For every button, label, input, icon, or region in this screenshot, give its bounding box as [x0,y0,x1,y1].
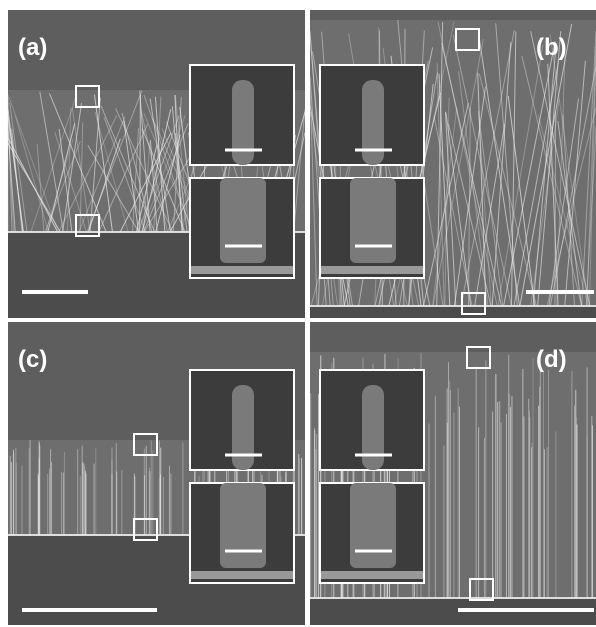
pillar [362,80,384,165]
figure: (a) (b) (c) (d) [0,0,596,627]
inset-base [321,571,423,579]
nanowires [8,10,596,625]
nanowire [555,111,556,306]
pillar [232,385,254,470]
page: (a) (b) (c) (d) (() => { const data = JS… [0,0,596,627]
panel-label: (c) [18,346,47,373]
panel-label: (a) [18,34,47,61]
pillar [350,483,396,568]
panel-label: (b) [536,34,567,61]
pillar [220,483,266,568]
pillar [232,80,254,165]
inset-base [191,571,293,579]
pillar [362,385,384,470]
pillar [220,178,266,263]
pillar [350,178,396,263]
inset-base [321,266,423,274]
substrate [310,306,596,318]
inset-base [191,266,293,274]
panel-label: (d) [536,346,567,373]
